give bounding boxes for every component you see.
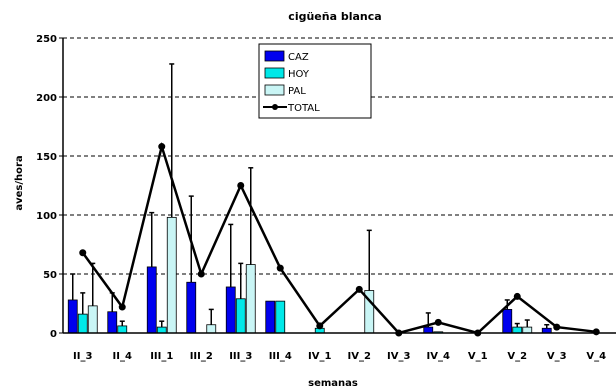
x-tick-label: IV_1 [308, 351, 331, 362]
y-axis-label: aves/hora [14, 155, 25, 210]
x-tick-label: III_3 [229, 351, 252, 362]
x-tick-label: IV_3 [387, 351, 410, 362]
legend-swatch-marker [272, 104, 278, 110]
legend-label-pal: PAL [288, 86, 306, 97]
total-point [513, 292, 521, 300]
total-point [316, 322, 324, 330]
total-line-path [81, 141, 597, 335]
x-tick-label: V_1 [468, 351, 488, 362]
bar-pal [87, 305, 98, 334]
bar-caz [502, 308, 513, 334]
bar-caz [186, 281, 197, 334]
bar-hoy [117, 325, 128, 334]
total-point [434, 318, 442, 326]
chart-title: cigüeña blanca [288, 10, 381, 23]
y-tick-label: 200 [36, 93, 57, 104]
error-bars [70, 63, 550, 329]
y-tick-label: 0 [50, 329, 57, 340]
bar-hoy [77, 313, 88, 334]
y-tick-label: 50 [43, 270, 57, 281]
y-tick-label: 100 [36, 211, 57, 222]
bar-pal [245, 264, 256, 334]
bar-hoy [156, 326, 167, 334]
x-tick-label: V_4 [586, 351, 606, 362]
total-line [79, 141, 600, 337]
total-point [592, 328, 600, 336]
legend-label-total: TOTAL [287, 103, 320, 114]
x-tick-labels: II_3 II_4 III_1 III_2 III_3 III_4 IV_1 IV_2 IV_3… [73, 351, 606, 362]
total-point [553, 323, 561, 331]
bar-caz [67, 299, 78, 334]
x-tick-label: V_3 [547, 351, 567, 362]
total-point [276, 264, 284, 272]
bar-caz [146, 266, 157, 334]
legend-swatch-pal [264, 84, 285, 96]
x-tick-label: III_4 [269, 351, 292, 362]
legend-label-caz: CAZ [288, 52, 309, 63]
bar-pal [522, 326, 533, 334]
x-tick-label: V_2 [507, 351, 527, 362]
total-point [79, 249, 87, 257]
bar-hoy [512, 326, 523, 334]
legend-label-hoy: HOY [288, 69, 310, 80]
bar-caz [265, 300, 276, 334]
total-point [158, 143, 166, 151]
legend: CAZ HOY PAL TOTAL [258, 43, 372, 119]
x-tick-label: II_4 [113, 351, 132, 362]
bar-pal [166, 216, 177, 334]
x-tick-label: IV_2 [348, 351, 371, 362]
y-tick-labels: 0 50 100 150 200 250 [36, 34, 57, 340]
bar-caz [107, 311, 118, 334]
bar-hoy [235, 298, 246, 334]
total-point [197, 270, 205, 278]
y-tick-label: 250 [36, 34, 57, 45]
bar-caz [423, 326, 434, 334]
total-point [118, 303, 126, 311]
y-tick-label: 150 [36, 152, 57, 163]
x-tick-label: IV_4 [427, 351, 450, 362]
bar-hoy [275, 300, 286, 334]
total-point [355, 285, 363, 293]
legend-swatch-caz [264, 50, 285, 62]
legend-swatch-hoy [264, 67, 285, 79]
x-tick-label: III_1 [150, 351, 173, 362]
bar-caz [225, 286, 236, 334]
x-tick-label: II_3 [73, 351, 92, 362]
bar-pal [206, 324, 217, 334]
axes [59, 37, 616, 334]
total-point [237, 182, 245, 189]
x-tick-label: III_2 [190, 351, 213, 362]
x-axis-label: semanas [308, 378, 358, 389]
